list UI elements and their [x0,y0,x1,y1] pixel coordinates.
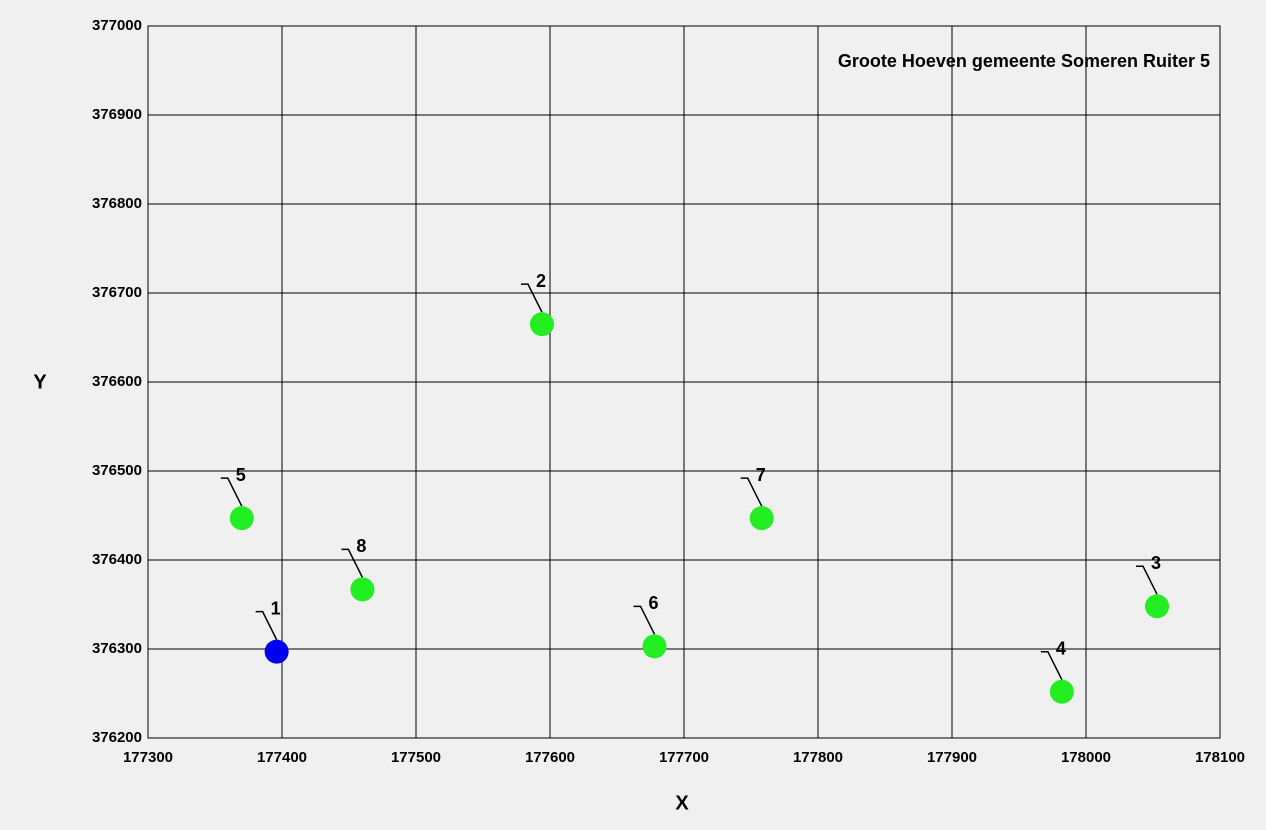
y-tick-label: 377000 [92,17,142,34]
plot-frame [147,25,1221,739]
x-tick-label: 177500 [391,749,441,766]
point-label: 7 [756,465,766,485]
leader-line [740,477,763,507]
leader-line [1040,650,1063,681]
point [1049,679,1074,704]
x-tick-label: 177900 [927,749,977,766]
x-tick-label: 177400 [257,749,307,766]
point-label: 8 [356,536,366,556]
point [1145,594,1170,619]
x-axis-label: X [675,792,689,814]
x-tick-label: 178000 [1061,749,1111,766]
point-label: 6 [649,593,659,613]
y-tick-label: 376500 [92,462,142,479]
point-label: 5 [236,465,246,485]
x-tick-label: 177700 [659,749,709,766]
point [529,312,554,337]
y-tick-label: 376600 [92,373,142,390]
chart-title: Groote Hoeven gemeente Someren Ruiter 5 [838,51,1210,71]
point [642,634,667,659]
point [350,577,375,602]
y-tick-label: 376200 [92,729,142,746]
leader-line [220,477,243,507]
leader-line [633,605,656,635]
leader-line [255,610,278,641]
y-tick-label: 376400 [92,551,142,568]
point-label: 2 [536,271,546,291]
point [264,639,289,664]
leader-line [1136,565,1158,595]
point [229,506,254,531]
point [749,506,774,531]
y-axis-label: Y [33,371,47,393]
leader-line [341,548,364,578]
point-label: 1 [271,598,281,618]
x-tick-label: 177800 [793,749,843,766]
y-tick-label: 376300 [92,640,142,657]
point-label: 3 [1151,553,1161,573]
x-tick-label: 177300 [123,749,173,766]
y-tick-label: 376800 [92,195,142,212]
y-tick-label: 376900 [92,106,142,123]
leader-line [520,283,543,313]
y-tick-label: 376700 [92,284,142,301]
x-tick-label: 177600 [525,749,575,766]
x-tick-label: 178100 [1195,749,1245,766]
point-label: 4 [1056,638,1066,658]
